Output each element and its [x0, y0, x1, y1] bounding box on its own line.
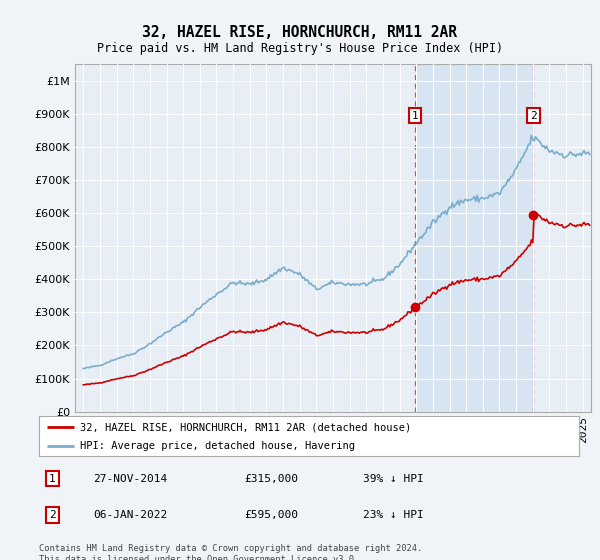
Text: 27-NOV-2014: 27-NOV-2014: [93, 474, 167, 484]
Text: 32, HAZEL RISE, HORNCHURCH, RM11 2AR: 32, HAZEL RISE, HORNCHURCH, RM11 2AR: [143, 25, 458, 40]
Text: 39% ↓ HPI: 39% ↓ HPI: [363, 474, 424, 484]
Text: Price paid vs. HM Land Registry's House Price Index (HPI): Price paid vs. HM Land Registry's House …: [97, 42, 503, 55]
Text: 06-JAN-2022: 06-JAN-2022: [93, 510, 167, 520]
Text: £595,000: £595,000: [244, 510, 298, 520]
Text: 23% ↓ HPI: 23% ↓ HPI: [363, 510, 424, 520]
Text: £315,000: £315,000: [244, 474, 298, 484]
Text: 2: 2: [530, 111, 537, 120]
Bar: [415, 64, 533, 412]
Text: 1: 1: [412, 111, 418, 120]
Text: Contains HM Land Registry data © Crown copyright and database right 2024.
This d: Contains HM Land Registry data © Crown c…: [39, 544, 422, 560]
Text: 1: 1: [49, 474, 56, 484]
Text: 32, HAZEL RISE, HORNCHURCH, RM11 2AR (detached house): 32, HAZEL RISE, HORNCHURCH, RM11 2AR (de…: [79, 422, 411, 432]
Text: 2: 2: [49, 510, 56, 520]
Text: HPI: Average price, detached house, Havering: HPI: Average price, detached house, Have…: [79, 441, 355, 451]
